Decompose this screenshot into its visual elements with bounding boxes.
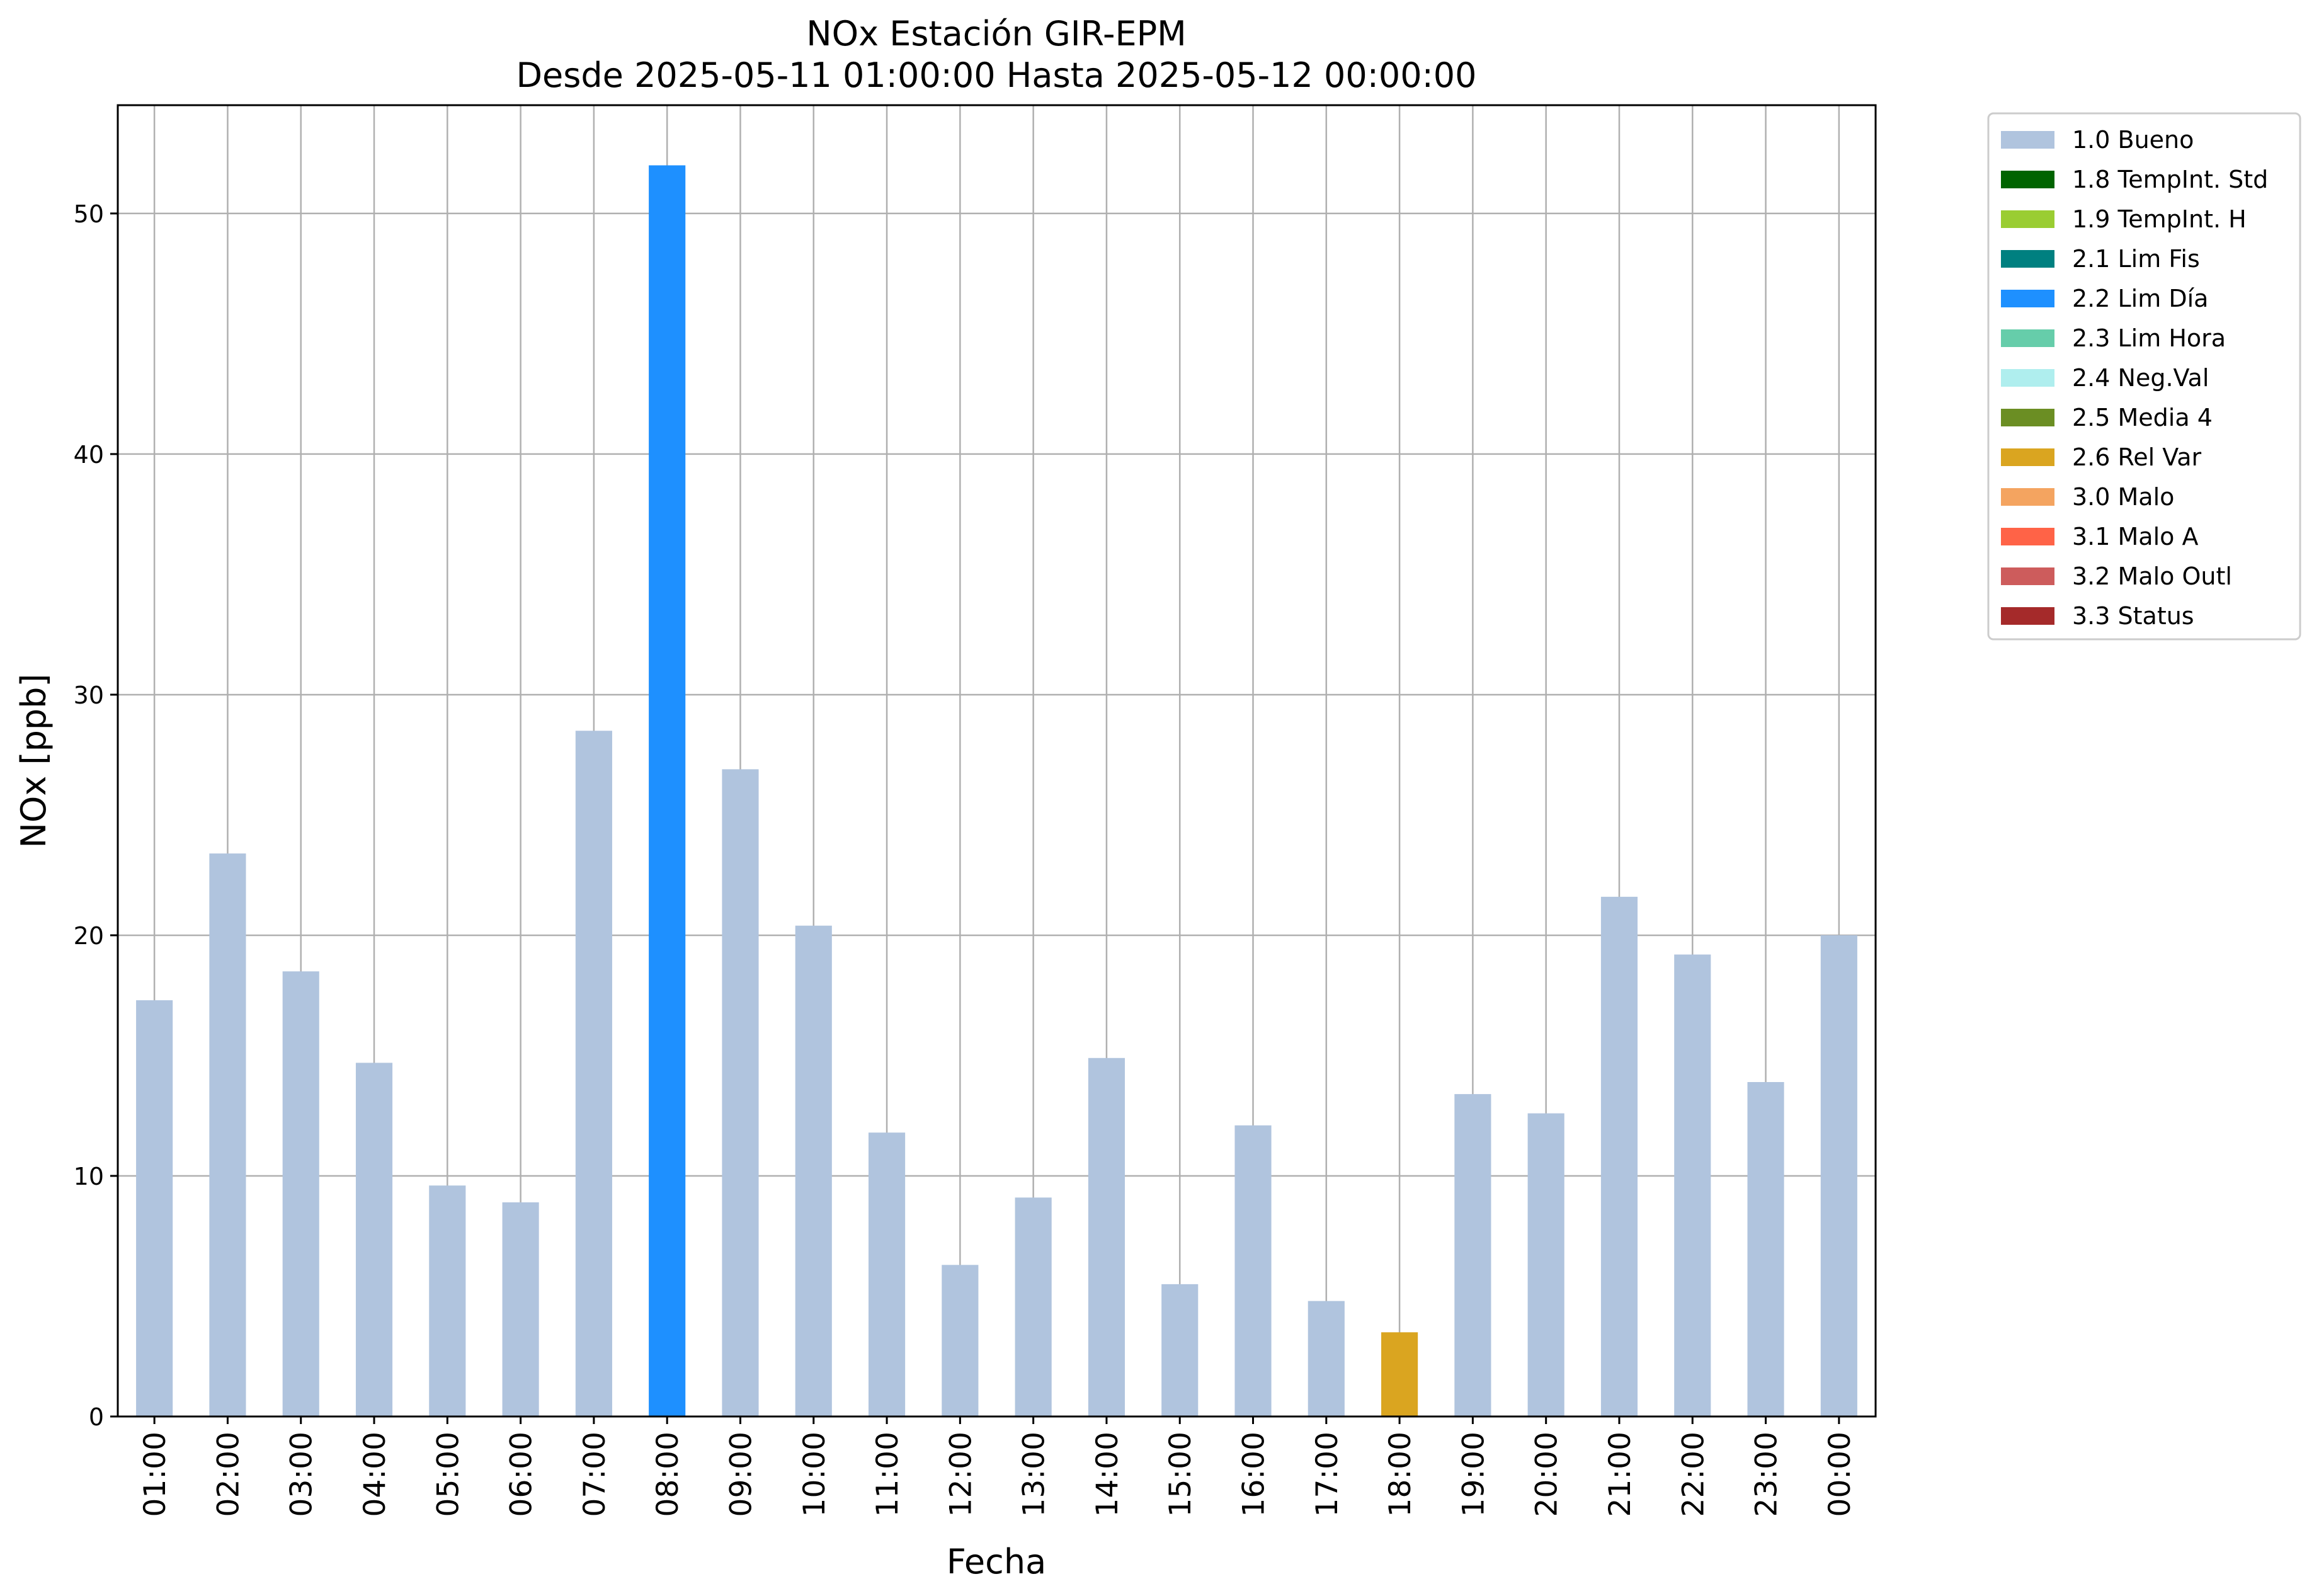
legend-swatch xyxy=(2001,528,2054,545)
bar-18:00 xyxy=(1381,1332,1418,1416)
bar-09:00 xyxy=(722,769,759,1416)
x-tick-label: 03:00 xyxy=(285,1432,319,1517)
y-tick-label: 0 xyxy=(89,1403,104,1431)
bar-10:00 xyxy=(795,925,832,1416)
y-axis: 0 10 20 30 40 50 xyxy=(74,200,118,1431)
legend-box xyxy=(1987,112,2301,641)
legend-label: 2.4 Neg.Val xyxy=(2072,364,2209,392)
legend-swatch xyxy=(2001,607,2054,625)
bar-01:00 xyxy=(136,1000,173,1416)
bar-19:00 xyxy=(1454,1094,1491,1416)
x-tick-label: 07:00 xyxy=(578,1432,612,1517)
bar-13:00 xyxy=(1015,1197,1052,1416)
legend-label: 3.0 Malo xyxy=(2072,483,2174,511)
x-tick-label: 10:00 xyxy=(797,1432,832,1517)
bar-20:00 xyxy=(1527,1113,1564,1416)
bar-15:00 xyxy=(1161,1284,1199,1416)
legend-swatch xyxy=(2001,369,2054,387)
bar-22:00 xyxy=(1674,954,1711,1416)
bar-03:00 xyxy=(282,971,319,1416)
x-tick-label: 01:00 xyxy=(138,1432,173,1517)
x-tick-label: 02:00 xyxy=(211,1432,246,1517)
x-tick-label: 06:00 xyxy=(504,1432,539,1517)
x-tick-label: 09:00 xyxy=(724,1432,758,1517)
bar-12:00 xyxy=(942,1265,979,1416)
legend-swatch xyxy=(2001,290,2054,307)
bar-16:00 xyxy=(1234,1125,1272,1416)
y-tick-label: 40 xyxy=(74,441,104,469)
x-tick-label: 22:00 xyxy=(1676,1432,1711,1517)
plot-frame xyxy=(117,104,1877,1418)
x-tick-label: 12:00 xyxy=(943,1432,978,1517)
x-tick-label: 08:00 xyxy=(651,1432,685,1517)
legend-label: 2.5 Media 4 xyxy=(2072,404,2213,431)
chart-title-line2: Desde 2025-05-11 01:00:00 Hasta 2025-05-… xyxy=(516,55,1476,95)
bar-07:00 xyxy=(575,731,612,1416)
bar-21:00 xyxy=(1600,896,1638,1416)
legend-swatch xyxy=(2001,250,2054,268)
x-tick-label: 05:00 xyxy=(431,1432,465,1517)
bar-02:00 xyxy=(209,853,246,1416)
y-tick-label: 10 xyxy=(74,1163,104,1190)
y-axis-label: NOx [ppb] xyxy=(14,674,54,848)
legend-label: 2.3 Lim Hora xyxy=(2072,324,2226,352)
x-tick-label: 20:00 xyxy=(1530,1432,1564,1517)
bar-00:00 xyxy=(1820,935,1857,1416)
x-tick-label: 19:00 xyxy=(1456,1432,1491,1517)
y-tick-label: 30 xyxy=(74,681,104,709)
legend-label: 3.1 Malo A xyxy=(2072,523,2198,550)
bar-04:00 xyxy=(355,1063,393,1416)
x-tick-label: 14:00 xyxy=(1090,1432,1125,1517)
x-tick-label: 18:00 xyxy=(1383,1432,1418,1517)
legend-swatch xyxy=(2001,210,2054,228)
bar-14:00 xyxy=(1088,1057,1125,1416)
legend-label: 1.8 TempInt. Std xyxy=(2072,166,2268,193)
legend-swatch xyxy=(2001,448,2054,466)
legend-swatch xyxy=(2001,488,2054,506)
legend: 1.0 Bueno 1.8 TempInt. Std 1.9 TempInt. H 2… xyxy=(1987,112,2301,641)
legend-label: 2.6 Rel Var xyxy=(2072,443,2202,471)
x-tick-label: 16:00 xyxy=(1237,1432,1272,1517)
bar-05:00 xyxy=(429,1185,466,1416)
x-tick-label: 15:00 xyxy=(1163,1432,1198,1517)
legend-label: 2.1 Lim Fis xyxy=(2072,245,2200,273)
legend-label: 2.2 Lim Día xyxy=(2072,285,2208,312)
x-axis-label: Fecha xyxy=(947,1542,1046,1582)
x-tick-label: 23:00 xyxy=(1750,1432,1784,1517)
legend-swatch xyxy=(2001,131,2054,149)
legend-label: 3.2 Malo Outl xyxy=(2072,562,2232,590)
legend-swatch xyxy=(2001,567,2054,585)
bar-11:00 xyxy=(868,1132,906,1416)
y-tick-label: 20 xyxy=(74,922,104,950)
x-tick-label: 00:00 xyxy=(1823,1432,1857,1517)
bar-08:00 xyxy=(649,165,686,1416)
x-tick-label: 13:00 xyxy=(1017,1432,1052,1517)
legend-label: 1.0 Bueno xyxy=(2072,126,2194,154)
bar-06:00 xyxy=(502,1202,539,1416)
legend-swatch xyxy=(2001,409,2054,426)
x-tick-label: 17:00 xyxy=(1310,1432,1345,1517)
x-tick-label: 04:00 xyxy=(358,1432,392,1517)
chart-title-line1: NOx Estación GIR-EPM xyxy=(806,14,1187,54)
y-tick-label: 50 xyxy=(74,200,104,228)
bar-23:00 xyxy=(1747,1081,1784,1416)
x-tick-label: 21:00 xyxy=(1603,1432,1638,1517)
x-axis: 01:00 02:00 03:00 04:00 05:00 06:00 07:00 08:00… xyxy=(138,1416,1857,1517)
legend-label: 1.9 TempInt. H xyxy=(2072,205,2247,233)
legend-swatch xyxy=(2001,171,2054,188)
bars xyxy=(136,165,1857,1416)
bar-17:00 xyxy=(1308,1301,1345,1416)
x-tick-label: 11:00 xyxy=(870,1432,905,1517)
legend-label: 3.3 Status xyxy=(2072,602,2194,630)
legend-swatch xyxy=(2001,329,2054,347)
